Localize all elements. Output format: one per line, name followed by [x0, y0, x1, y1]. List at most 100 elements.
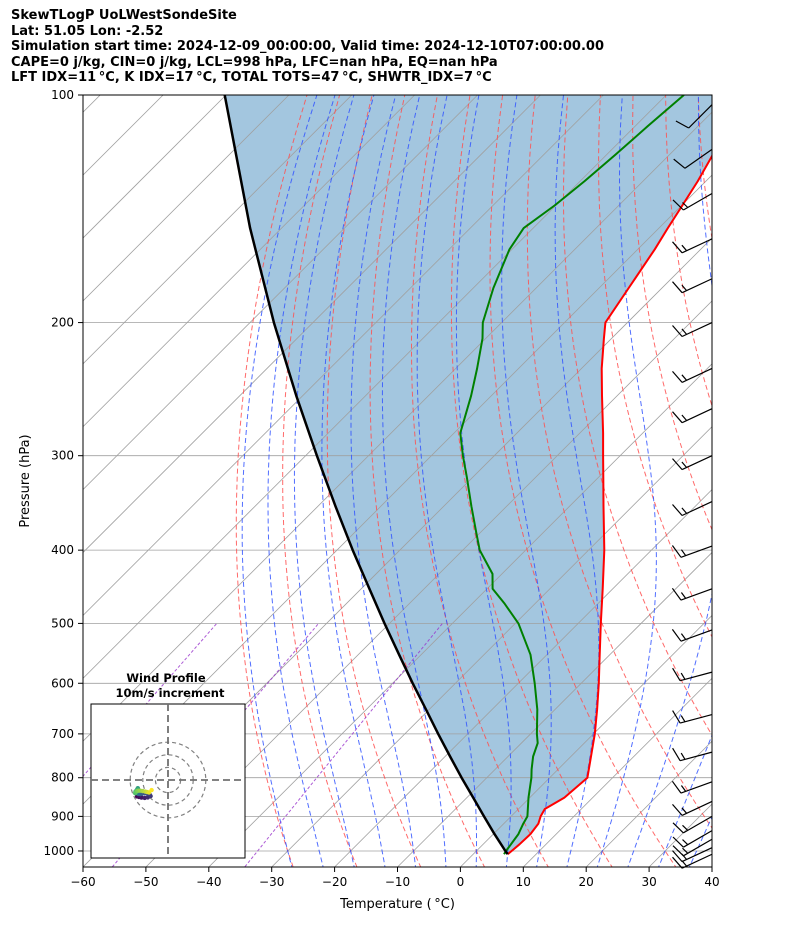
parcel-profile-line [223, 95, 509, 855]
wind-barb [672, 501, 713, 517]
moist-adiabat-line [293, 95, 355, 867]
y-tick-label: 600 [51, 676, 74, 690]
x-tick-label: 40 [704, 875, 719, 889]
wind-barb [675, 104, 713, 129]
x-tick-label: −40 [196, 875, 221, 889]
cin-shaded-area [224, 95, 712, 855]
wind-barb [672, 710, 713, 724]
isotherm-line [271, 426, 712, 867]
y-tick-label: 700 [51, 727, 74, 741]
wind-barb [672, 815, 713, 834]
moist-adiabat-line [501, 95, 552, 867]
isotherm-line [711, 866, 712, 867]
header-times: Simulation start time: 2024-12-09_00:00:… [11, 39, 604, 54]
isotherm-line [83, 95, 101, 113]
hodograph-point [139, 795, 144, 800]
dry-adiabat-line [632, 95, 712, 531]
header-stability-indices: LFT IDX=11 °C, K IDX=17 °C, TOTAL TOTS=4… [11, 70, 492, 85]
moist-adiabat-line [381, 95, 447, 867]
y-tick-label: 1000 [43, 844, 74, 858]
x-tick-label: −60 [70, 875, 95, 889]
dry-adiabat-line [665, 95, 712, 408]
mixing-ratio-line [244, 623, 443, 867]
y-tick-label: 100 [51, 88, 74, 102]
x-axis-label: Temperature ( °C) [339, 897, 455, 912]
moist-adiabat-line [658, 733, 712, 867]
isotherm-line [83, 95, 353, 365]
wind-barb [672, 830, 713, 848]
y-tick-label: 200 [51, 316, 74, 330]
isotherm-line [145, 300, 712, 867]
y-tick-label: 300 [51, 449, 74, 463]
y-tick-label: 500 [51, 616, 74, 630]
isotherm-line [460, 614, 712, 867]
x-tick-label: 0 [457, 875, 465, 889]
isotherm-line [83, 95, 290, 302]
wind-barb [672, 667, 713, 682]
dewpoint-profile-line [459, 95, 685, 855]
dry-adiabat-line [763, 95, 794, 882]
wind-barb [672, 455, 713, 471]
y-tick-label: 800 [51, 771, 74, 785]
x-tick-label: 30 [641, 875, 656, 889]
isotherm-line [83, 95, 667, 679]
wind-barb [672, 238, 713, 254]
wind-barb [672, 838, 713, 857]
wind-barb [673, 148, 713, 169]
isotherm-line [83, 95, 478, 491]
moist-adiabat-line [241, 95, 318, 867]
x-tick-label: −50 [133, 875, 158, 889]
hodograph-subtitle: 10m/s increment [116, 686, 225, 700]
dry-adiabat-line [235, 95, 308, 867]
wind-barb [672, 747, 713, 762]
y-tick-label: 900 [51, 809, 74, 823]
dry-adiabat-line [450, 95, 613, 867]
moist-adiabat-line [750, 22, 794, 870]
x-tick-label: 20 [579, 875, 594, 889]
wind-barb [671, 545, 713, 558]
x-tick-label: −30 [259, 875, 284, 889]
chart-header: SkewTLogP UoLWestSondeSite Lat: 51.05 Lo… [11, 8, 604, 86]
hodograph-point [149, 787, 154, 793]
dry-adiabat-line [369, 95, 486, 867]
header-cape-cin-levels: CAPE=0 j/kg, CIN=0 j/kg, LCL=998 hPa, LF… [11, 54, 498, 70]
moist-adiabat-line [267, 95, 336, 867]
x-tick-label: −10 [385, 875, 410, 889]
dry-adiabat-line [731, 95, 794, 882]
wind-barb [671, 629, 713, 642]
moist-adiabat-line [554, 95, 600, 867]
x-tick-label: 10 [516, 875, 531, 889]
isotherm-line [83, 95, 541, 554]
dry-adiabat-line [326, 95, 422, 867]
dry-adiabat-line [411, 95, 549, 867]
wind-barb [672, 193, 713, 211]
wind-barb [672, 367, 713, 383]
moist-adiabat-line [350, 95, 417, 867]
x-tick-label: −20 [322, 875, 347, 889]
isotherm-line [83, 95, 227, 239]
isotherm-line [397, 551, 712, 867]
dry-adiabat-line [697, 95, 712, 242]
dry-adiabat-line [526, 95, 712, 829]
isotherm-line [208, 363, 712, 867]
header-station-title: SkewTLogP UoLWestSondeSite [11, 8, 237, 23]
wind-barb [671, 587, 713, 601]
y-axis-label: Pressure (hPa) [18, 434, 33, 527]
moist-adiabat-line [719, 22, 794, 870]
dry-adiabat-line [562, 95, 712, 737]
wind-barb [672, 322, 713, 338]
isotherm-line [83, 95, 604, 616]
temperature-profile-line [507, 154, 712, 855]
moist-adiabat-line [455, 95, 512, 867]
isotherm-line [334, 489, 712, 867]
wind-barb [672, 408, 713, 424]
wind-barb [671, 780, 713, 794]
isotherm-line [83, 95, 415, 428]
isotherm-line [523, 677, 712, 867]
dry-adiabat-line [489, 95, 677, 867]
moist-adiabat-line [627, 95, 712, 867]
header-location: Lat: 51.05 Lon: -2.52 [11, 23, 164, 39]
moist-adiabat-line [596, 95, 657, 867]
